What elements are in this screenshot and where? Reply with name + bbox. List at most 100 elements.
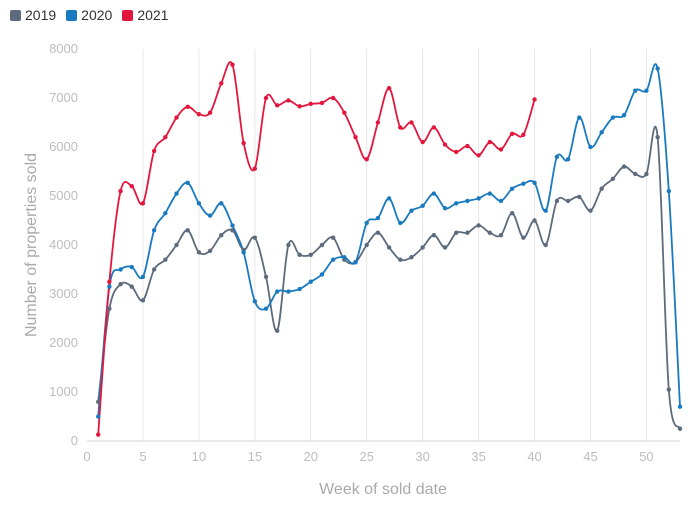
data-point-2021 xyxy=(207,110,213,115)
data-point-2020 xyxy=(140,274,146,280)
data-point-2021 xyxy=(375,120,381,125)
data-point-2020 xyxy=(107,284,112,289)
data-point-2020 xyxy=(521,181,526,186)
legend-swatch xyxy=(66,9,78,21)
data-point-2020 xyxy=(219,201,224,206)
data-point-2019 xyxy=(677,426,683,431)
x-tick-label: 5 xyxy=(139,449,146,464)
data-point-2019 xyxy=(565,198,571,204)
data-point-2019 xyxy=(151,267,157,272)
data-point-2021 xyxy=(498,147,504,152)
data-point-2020 xyxy=(241,250,246,255)
data-point-2021 xyxy=(297,104,302,109)
x-tick-label: 40 xyxy=(527,449,541,464)
data-point-2019 xyxy=(252,235,258,240)
data-point-2019 xyxy=(163,257,168,262)
data-point-2019 xyxy=(655,135,660,140)
data-point-2020 xyxy=(532,180,537,185)
data-point-2020 xyxy=(666,188,672,194)
data-point-2020 xyxy=(420,203,425,208)
data-point-2020 xyxy=(554,154,560,159)
data-point-2020 xyxy=(599,130,604,135)
data-point-2020 xyxy=(151,228,157,233)
x-tick-label: 45 xyxy=(583,449,597,464)
data-point-2021 xyxy=(163,135,168,140)
data-point-2019 xyxy=(498,233,504,238)
data-point-2019 xyxy=(543,242,548,248)
x-tick-label: 50 xyxy=(639,449,653,464)
data-point-2020 xyxy=(577,115,582,120)
y-tick-label: 4000 xyxy=(49,237,78,252)
data-point-2021 xyxy=(319,100,325,106)
data-point-2020 xyxy=(644,88,649,93)
data-point-2020 xyxy=(465,198,470,204)
data-point-2019 xyxy=(610,176,616,182)
data-point-2019 xyxy=(107,306,112,311)
data-point-2019 xyxy=(532,218,537,223)
data-point-2019 xyxy=(375,230,381,235)
data-point-2019 xyxy=(465,230,470,235)
data-point-2020 xyxy=(185,180,190,185)
data-point-2020 xyxy=(442,206,448,211)
data-point-2020 xyxy=(633,88,638,93)
data-point-2019 xyxy=(487,230,492,235)
legend: 2019 2020 2021 xyxy=(10,7,168,23)
data-point-2021 xyxy=(185,104,190,110)
data-point-2020 xyxy=(398,220,403,226)
legend-item-2020[interactable]: 2020 xyxy=(66,7,112,23)
data-point-2019 xyxy=(129,284,134,289)
legend-label: 2021 xyxy=(137,7,169,23)
data-point-2020 xyxy=(297,286,302,292)
data-point-2020 xyxy=(118,267,123,272)
data-point-2019 xyxy=(330,235,336,240)
data-point-2021 xyxy=(286,98,291,103)
data-point-2019 xyxy=(308,252,313,257)
data-point-2019 xyxy=(454,230,459,235)
data-point-2021 xyxy=(420,139,425,145)
data-point-2019 xyxy=(230,228,235,233)
data-point-2020 xyxy=(375,215,381,221)
data-point-2021 xyxy=(95,432,101,437)
x-tick-label: 30 xyxy=(415,449,429,464)
data-point-2020 xyxy=(275,289,280,294)
data-point-2019 xyxy=(275,328,280,333)
data-point-2019 xyxy=(521,235,526,240)
y-tick-label: 0 xyxy=(71,433,78,448)
data-point-2019 xyxy=(621,164,627,169)
data-point-2021 xyxy=(252,166,258,171)
data-point-2020 xyxy=(509,186,515,191)
data-point-2021 xyxy=(241,140,246,146)
data-point-2021 xyxy=(476,153,481,158)
data-point-2019 xyxy=(633,171,638,177)
data-point-2019 xyxy=(588,208,593,213)
data-point-2019 xyxy=(319,242,325,248)
data-point-2021 xyxy=(308,101,313,107)
data-point-2019 xyxy=(509,210,515,216)
data-point-2019 xyxy=(118,282,123,287)
data-point-2020 xyxy=(263,306,269,311)
data-point-2019 xyxy=(554,198,560,204)
legend-item-2021[interactable]: 2021 xyxy=(122,7,168,23)
data-point-2020 xyxy=(621,112,627,118)
data-point-2019 xyxy=(207,248,213,254)
data-point-2021 xyxy=(465,143,470,149)
data-point-2021 xyxy=(107,279,112,284)
data-point-2019 xyxy=(386,245,392,250)
x-axis-ticks: 0 5 10 15 20 25 30 35 40 45 50 xyxy=(83,449,653,464)
legend-item-2019[interactable]: 2019 xyxy=(10,7,56,23)
data-point-2019 xyxy=(95,399,101,404)
legend-label: 2020 xyxy=(81,7,113,23)
data-point-2020 xyxy=(129,264,134,270)
data-point-2021 xyxy=(509,131,515,136)
data-point-2019 xyxy=(185,228,190,233)
data-point-2019 xyxy=(364,242,369,248)
data-point-2019 xyxy=(398,257,403,262)
data-point-2019 xyxy=(196,250,202,255)
x-tick-label: 15 xyxy=(248,449,262,464)
data-point-2019 xyxy=(219,233,224,238)
series-line-2021 xyxy=(97,61,536,435)
data-point-2021 xyxy=(364,157,369,162)
data-point-2020 xyxy=(174,191,179,196)
data-point-2019 xyxy=(420,245,425,250)
